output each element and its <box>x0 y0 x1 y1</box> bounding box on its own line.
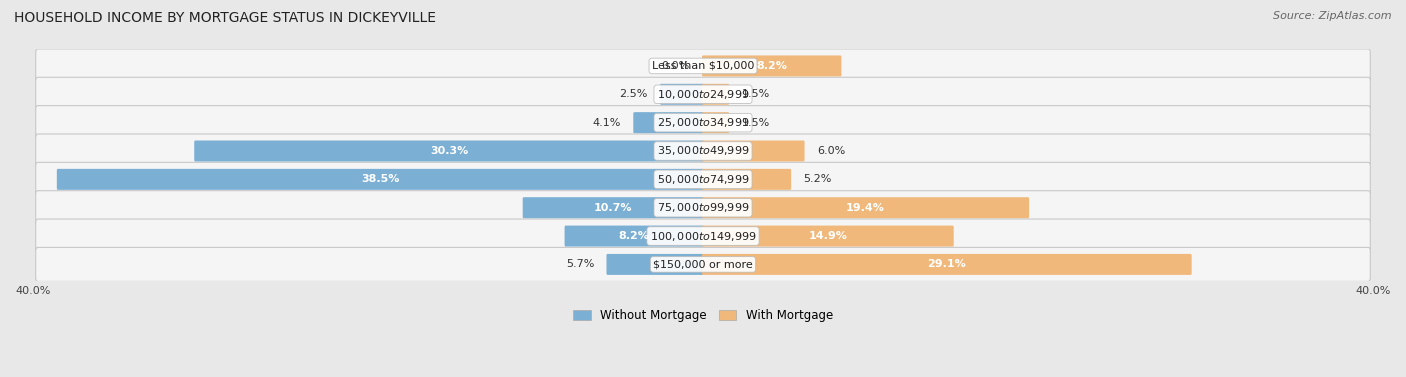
FancyBboxPatch shape <box>194 141 704 161</box>
FancyBboxPatch shape <box>35 49 1371 83</box>
Legend: Without Mortgage, With Mortgage: Without Mortgage, With Mortgage <box>568 304 838 326</box>
Text: $150,000 or more: $150,000 or more <box>654 259 752 270</box>
Text: 1.5%: 1.5% <box>741 118 770 128</box>
Text: $50,000 to $74,999: $50,000 to $74,999 <box>657 173 749 186</box>
FancyBboxPatch shape <box>35 191 1371 225</box>
Text: 5.2%: 5.2% <box>804 174 832 184</box>
Text: $10,000 to $24,999: $10,000 to $24,999 <box>657 88 749 101</box>
Text: HOUSEHOLD INCOME BY MORTGAGE STATUS IN DICKEYVILLE: HOUSEHOLD INCOME BY MORTGAGE STATUS IN D… <box>14 11 436 25</box>
FancyBboxPatch shape <box>702 169 792 190</box>
FancyBboxPatch shape <box>633 112 704 133</box>
FancyBboxPatch shape <box>702 112 730 133</box>
Text: $25,000 to $34,999: $25,000 to $34,999 <box>657 116 749 129</box>
FancyBboxPatch shape <box>35 106 1371 139</box>
FancyBboxPatch shape <box>702 84 730 105</box>
Text: 10.7%: 10.7% <box>595 203 633 213</box>
Text: 5.7%: 5.7% <box>565 259 595 270</box>
FancyBboxPatch shape <box>35 77 1371 111</box>
Text: 6.0%: 6.0% <box>817 146 845 156</box>
FancyBboxPatch shape <box>702 55 841 77</box>
Text: $100,000 to $149,999: $100,000 to $149,999 <box>650 230 756 242</box>
Text: 4.1%: 4.1% <box>592 118 621 128</box>
FancyBboxPatch shape <box>659 84 704 105</box>
FancyBboxPatch shape <box>56 169 704 190</box>
Text: $75,000 to $99,999: $75,000 to $99,999 <box>657 201 749 214</box>
Text: $35,000 to $49,999: $35,000 to $49,999 <box>657 144 749 158</box>
Text: 19.4%: 19.4% <box>846 203 884 213</box>
Text: Less than $10,000: Less than $10,000 <box>652 61 754 71</box>
Text: 30.3%: 30.3% <box>430 146 468 156</box>
Text: 2.5%: 2.5% <box>619 89 648 99</box>
FancyBboxPatch shape <box>702 141 804 161</box>
FancyBboxPatch shape <box>35 219 1371 253</box>
Text: 8.2%: 8.2% <box>619 231 650 241</box>
FancyBboxPatch shape <box>702 254 1192 275</box>
FancyBboxPatch shape <box>35 247 1371 281</box>
Text: Source: ZipAtlas.com: Source: ZipAtlas.com <box>1274 11 1392 21</box>
FancyBboxPatch shape <box>606 254 704 275</box>
Text: 0.0%: 0.0% <box>661 61 689 71</box>
FancyBboxPatch shape <box>565 225 704 247</box>
Text: 14.9%: 14.9% <box>808 231 848 241</box>
Text: 29.1%: 29.1% <box>928 259 966 270</box>
FancyBboxPatch shape <box>702 225 953 247</box>
FancyBboxPatch shape <box>523 197 704 218</box>
FancyBboxPatch shape <box>35 162 1371 196</box>
FancyBboxPatch shape <box>702 197 1029 218</box>
Text: 38.5%: 38.5% <box>361 174 399 184</box>
FancyBboxPatch shape <box>35 134 1371 168</box>
Text: 8.2%: 8.2% <box>756 61 787 71</box>
Text: 1.5%: 1.5% <box>741 89 770 99</box>
